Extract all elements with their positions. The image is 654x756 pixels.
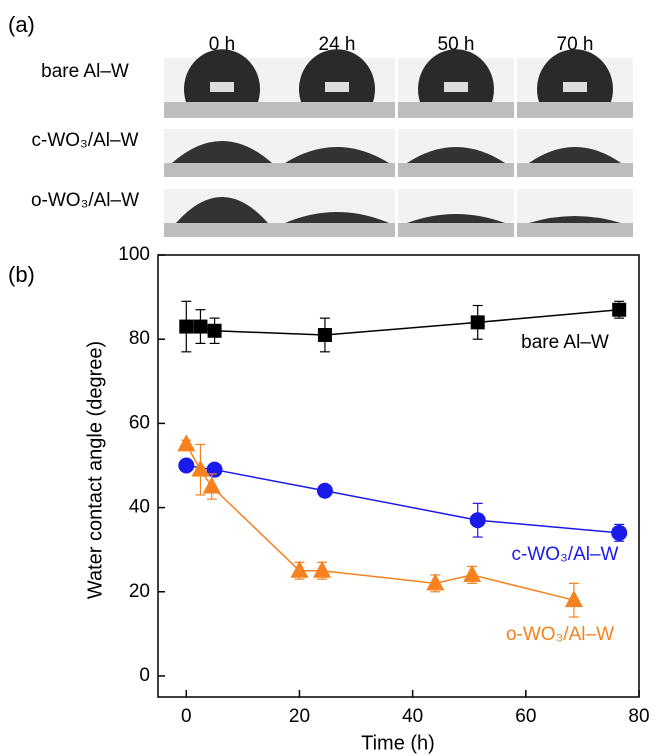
substrate xyxy=(517,102,633,118)
marker xyxy=(179,319,194,334)
y-tick-label: 20 xyxy=(129,581,150,602)
sample-label: o-WO₃/Al–W xyxy=(31,190,139,211)
droplet xyxy=(184,49,260,102)
marker xyxy=(564,590,583,608)
marker xyxy=(469,512,486,529)
time-label: 50 h xyxy=(438,34,475,55)
droplet xyxy=(407,147,505,163)
y-axis-label: Water contact angle (degree) xyxy=(84,341,106,599)
droplet xyxy=(285,212,389,223)
series-label: bare Al–W xyxy=(521,332,609,353)
y-tick-label: 0 xyxy=(139,665,150,686)
marker xyxy=(317,327,332,342)
marker xyxy=(316,482,333,499)
marker xyxy=(207,323,222,338)
substrate xyxy=(398,223,514,237)
substrate xyxy=(164,102,280,118)
reflection xyxy=(563,82,587,92)
reflection xyxy=(210,82,234,92)
series-line xyxy=(185,444,575,601)
marker xyxy=(177,434,196,452)
marker xyxy=(206,461,223,478)
panel-label: (a) xyxy=(8,12,35,37)
plot-frame xyxy=(157,254,640,698)
y-tick-label: 60 xyxy=(129,412,150,433)
droplet xyxy=(418,49,494,102)
marker xyxy=(426,573,445,591)
y-tick-label: 80 xyxy=(129,328,150,349)
substrate xyxy=(517,163,633,177)
reflection xyxy=(325,82,349,92)
y-tick-label: 40 xyxy=(129,497,150,518)
droplet xyxy=(529,216,621,223)
droplet xyxy=(537,49,614,102)
reflection xyxy=(444,82,468,92)
substrate xyxy=(398,102,514,118)
marker xyxy=(193,319,208,334)
x-axis-label: Time (h) xyxy=(361,732,435,754)
marker xyxy=(178,457,195,474)
time-label: 24 h xyxy=(319,34,356,55)
marker xyxy=(202,476,221,494)
x-tick-label: 40 xyxy=(402,706,423,727)
droplet xyxy=(172,141,272,163)
substrate xyxy=(164,163,280,177)
series-line xyxy=(186,464,620,534)
series-label: o-WO₃/Al–W xyxy=(506,624,614,645)
x-tick-label: 80 xyxy=(628,706,649,727)
substrate xyxy=(279,102,395,118)
droplet xyxy=(407,214,505,223)
substrate xyxy=(164,223,280,237)
y-tick-label: 100 xyxy=(118,244,150,265)
droplet xyxy=(176,197,268,223)
panel-label: (b) xyxy=(8,262,35,287)
marker xyxy=(463,564,482,582)
marker xyxy=(612,302,627,317)
sample-label: c-WO₃/Al–W xyxy=(32,130,139,151)
marker xyxy=(191,459,210,477)
series-label: c-WO₃/Al–W xyxy=(512,544,619,565)
droplet xyxy=(285,147,389,163)
time-label: 0 h xyxy=(209,34,235,55)
x-tick-label: 60 xyxy=(515,706,536,727)
x-tick-label: 20 xyxy=(289,706,310,727)
droplet xyxy=(529,147,621,163)
marker xyxy=(611,524,628,541)
x-tick-label: 0 xyxy=(181,706,192,727)
substrate xyxy=(517,223,633,237)
substrate xyxy=(279,163,395,177)
sample-label: bare Al–W xyxy=(41,61,129,82)
droplet xyxy=(299,49,375,102)
marker xyxy=(470,315,485,330)
time-label: 70 h xyxy=(557,34,594,55)
substrate xyxy=(279,223,395,237)
substrate xyxy=(398,163,514,177)
marker xyxy=(313,560,332,578)
marker xyxy=(290,560,309,578)
